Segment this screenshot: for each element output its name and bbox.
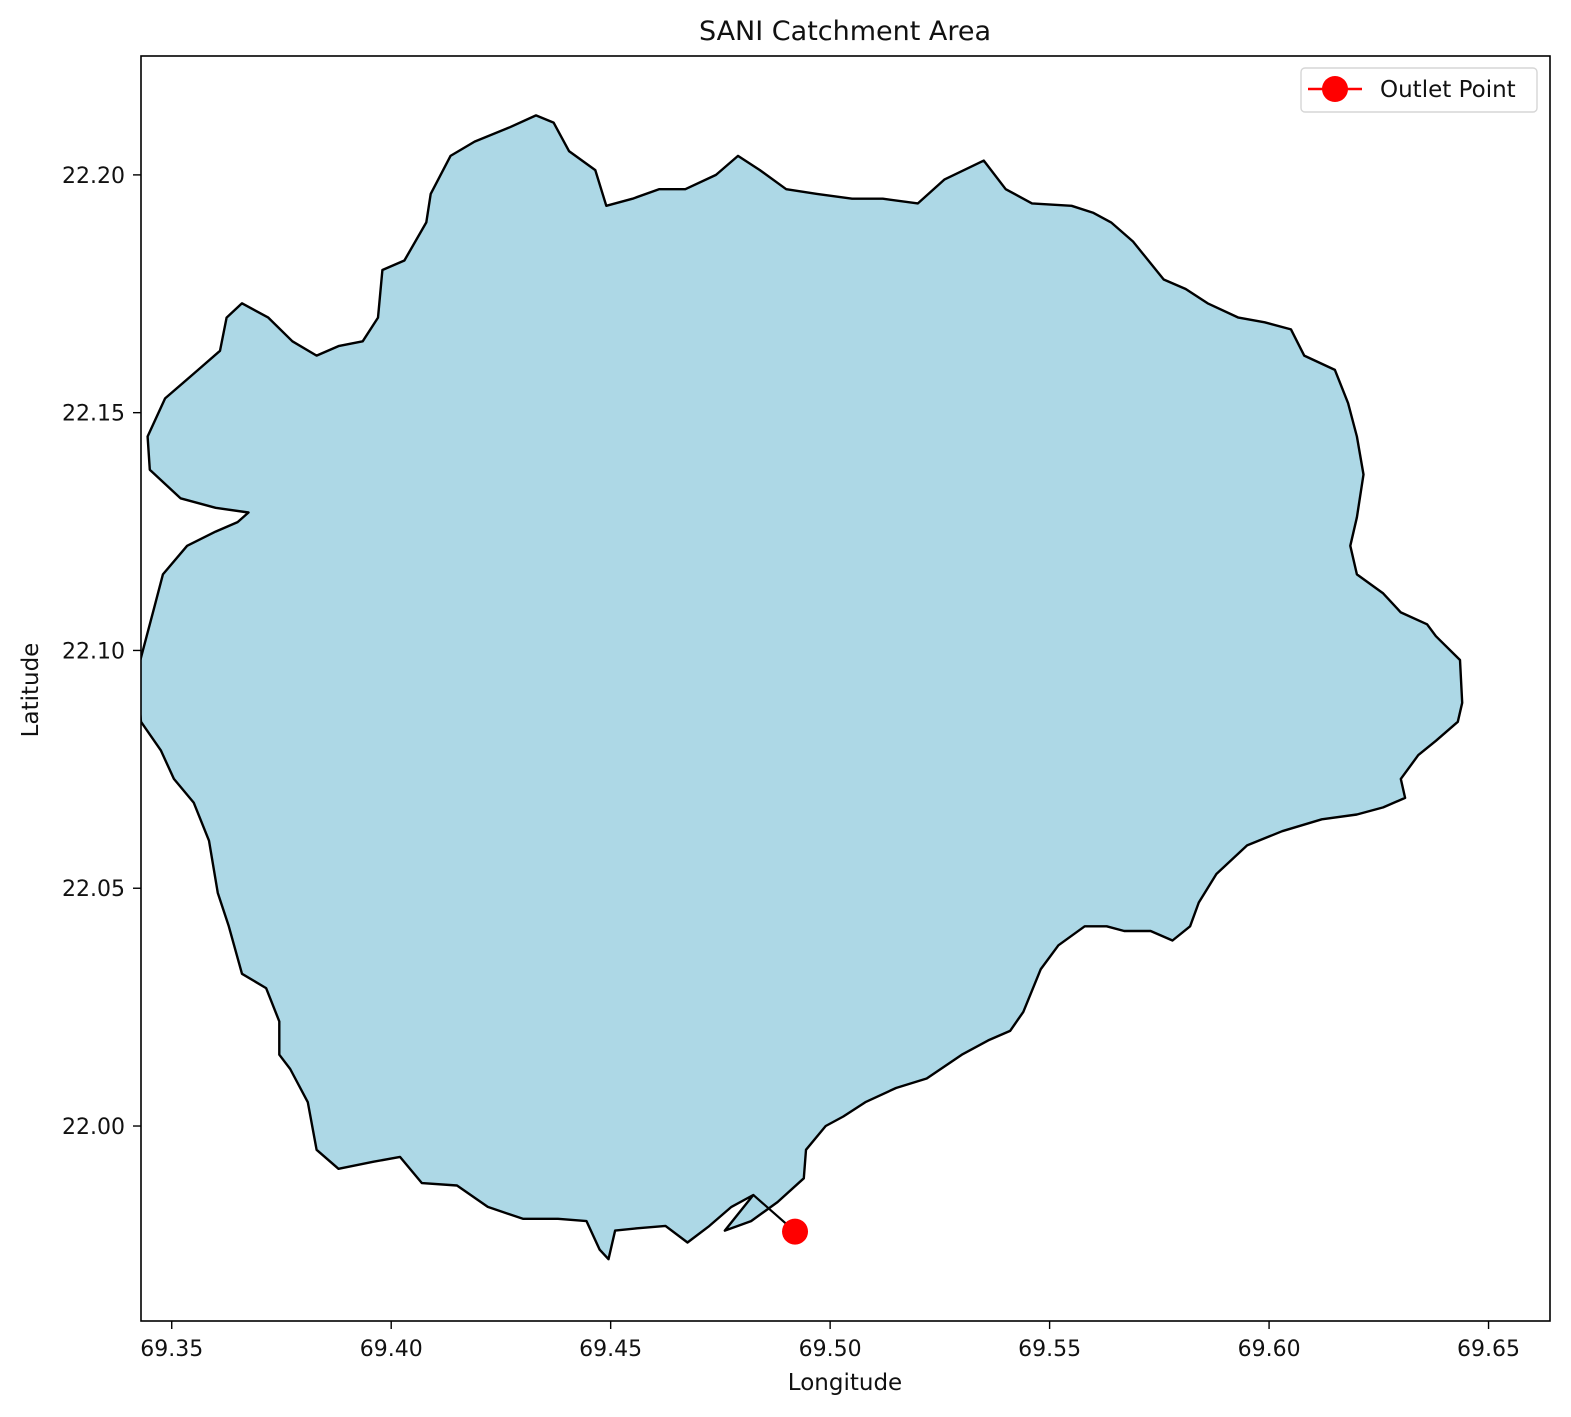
legend-marker — [1322, 76, 1348, 102]
x-tick-label: 69.60 — [1238, 1337, 1301, 1362]
chart-title: SANI Catchment Area — [699, 16, 991, 47]
x-tick-label: 69.40 — [360, 1337, 423, 1362]
x-tick-label: 69.50 — [799, 1337, 862, 1362]
x-tick-label: 69.45 — [579, 1337, 642, 1362]
y-axis-label: Latitude — [18, 643, 44, 738]
axes-frame — [140, 55, 1551, 1322]
y-tick-label: 22.05 — [62, 877, 125, 902]
plot-area — [141, 114, 1464, 1261]
legend: Outlet Point — [1300, 67, 1538, 113]
legend-entry-outlet-point: Outlet Point — [1380, 77, 1516, 103]
outlet-point-marker[interactable] — [782, 1218, 809, 1245]
x-tick-label: 69.35 — [140, 1337, 203, 1362]
x-axis-label: Longitude — [788, 1370, 902, 1396]
y-tick-label: 22.20 — [62, 164, 125, 189]
x-tick-label: 69.55 — [1018, 1337, 1081, 1362]
y-axis: 22.00 22.05 22.10 22.15 22.20 — [62, 164, 141, 1140]
catchment-polygon — [141, 114, 1464, 1261]
x-tick-label: 69.65 — [1457, 1337, 1520, 1362]
y-tick-label: 22.00 — [62, 1115, 125, 1140]
x-axis: 69.35 69.40 69.45 69.50 69.55 69.60 69.65 — [140, 1321, 1520, 1362]
y-tick-label: 22.15 — [62, 402, 125, 427]
y-tick-label: 22.10 — [62, 639, 125, 664]
legend-box — [1300, 67, 1538, 113]
